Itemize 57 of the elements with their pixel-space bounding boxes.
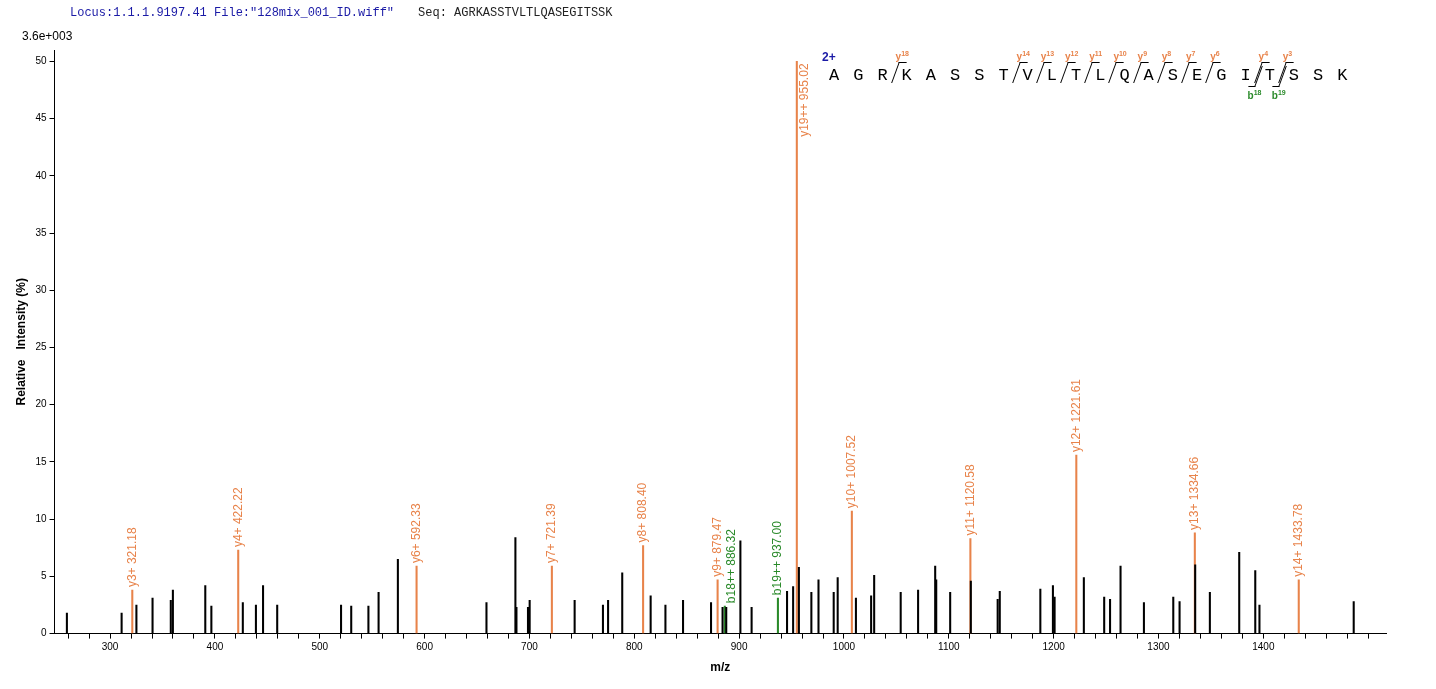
y-tick-label: 15: [35, 455, 47, 467]
annotation: y$^{8}$: [1161, 50, 1172, 63]
data-label: y19++ 955.02: [797, 63, 812, 137]
data-label: y13+ 1334.66: [1187, 456, 1202, 530]
data-label: y9+ 879.47: [709, 516, 724, 577]
annotation: y$^{14}$: [1016, 50, 1030, 63]
x-tick-label: 900: [730, 641, 748, 653]
y-tick-label: 50: [35, 55, 47, 67]
y-tick-label: 0: [40, 627, 47, 639]
x-tick-label: 600: [416, 641, 434, 653]
chart-subtitle: Seq: AGRKASSTVLTLQASEGITSSK: [418, 6, 613, 20]
y-tick-label: 30: [35, 284, 47, 296]
data-label: y12+ 1221.61: [1068, 378, 1083, 453]
data-label: y10+ 1007.52: [844, 434, 859, 509]
annotation: b$^{19}$: [1271, 89, 1286, 102]
x-tick-label: 800: [625, 641, 644, 653]
x-tick-label: 1100: [938, 641, 960, 653]
annotation: y$^{11}$: [1089, 50, 1103, 63]
data-label: y11+ 1120.58: [962, 464, 977, 536]
y-tick-label: 10: [35, 512, 47, 524]
y-tick-label: 35: [35, 226, 47, 238]
data-label: b18++ 886.32: [723, 528, 738, 604]
y-axis-title: Relative Intensity (%): [13, 278, 28, 406]
data-label: y7+ 721.39: [544, 503, 559, 564]
y-tick-label: 45: [35, 112, 47, 124]
y-tick-label: 20: [35, 398, 47, 410]
data-label: y8+ 808.40: [635, 482, 650, 543]
annotation: y$^{4}$: [1258, 50, 1269, 63]
y-tick-label: 25: [35, 341, 47, 353]
text: 3.6e+003: [22, 29, 73, 43]
x-axis-title: m/z: [710, 660, 731, 675]
y-tick-label: 5: [40, 570, 47, 582]
data-label: y4+ 422.22: [230, 487, 245, 548]
annotation: y$^{18}$: [895, 50, 909, 63]
annotation: y$^{3}$: [1282, 50, 1293, 63]
x-tick-label: 1000: [832, 641, 856, 653]
x-tick-label: 1200: [1042, 641, 1066, 653]
data-label: y14+ 1433.78: [1291, 503, 1306, 577]
data-label: b19++ 937.00: [770, 520, 785, 596]
x-tick-label: 500: [311, 641, 329, 653]
x-tick-label: 1300: [1147, 641, 1171, 653]
data-label: y6+ 592.33: [408, 503, 423, 564]
annotation: y$^{10}$: [1113, 50, 1127, 63]
annotation: y$^{9}$: [1137, 50, 1148, 63]
annotation: y$^{6}$: [1210, 50, 1220, 63]
x-tick-label: 1400: [1252, 641, 1275, 653]
data-label: y3+ 321.18: [124, 527, 139, 588]
chart-title: Locus:1.1.1.9197.41 File:"128mix_001_ID.wiff": [70, 6, 395, 20]
annotation: y$^{13}$: [1040, 50, 1055, 63]
annotation: b$^{18}$: [1247, 89, 1262, 102]
annotation: y$^{7}$: [1186, 50, 1196, 63]
x-tick-label: 700: [521, 641, 539, 653]
x-tick-label: 300: [101, 641, 119, 653]
x-tick-label: 400: [206, 641, 224, 653]
annotation: y$^{12}$: [1065, 50, 1079, 63]
y-tick-label: 40: [35, 169, 47, 181]
annotation: 2+: [822, 50, 836, 64]
